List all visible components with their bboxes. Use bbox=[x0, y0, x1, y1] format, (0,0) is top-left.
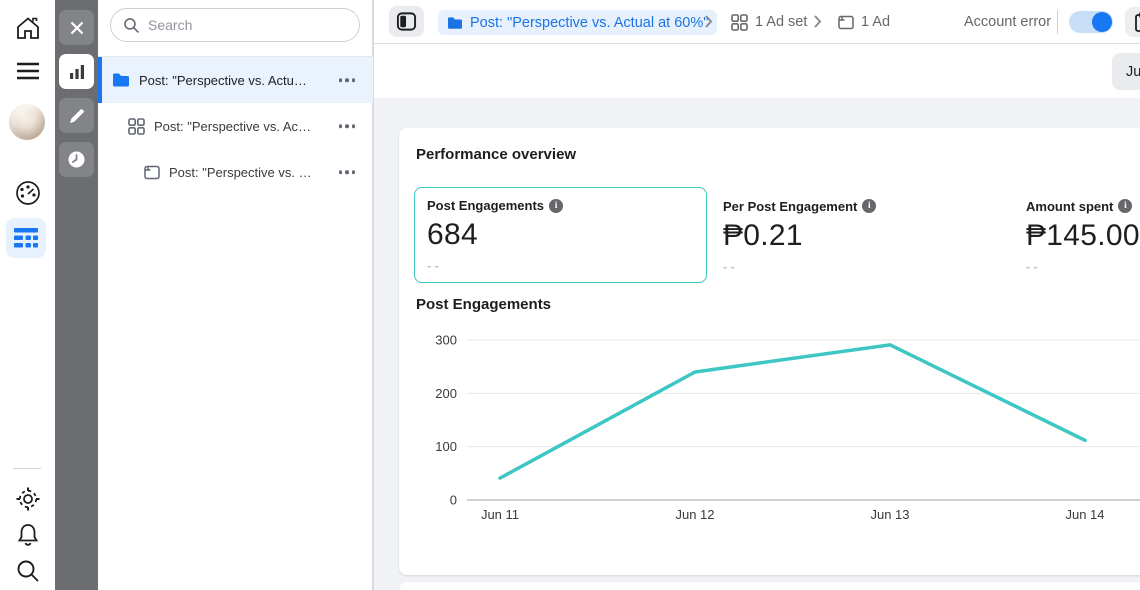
tree-item-label: Post: "Perspective vs. … bbox=[169, 164, 312, 180]
chart-view-button[interactable] bbox=[59, 54, 94, 89]
info-icon[interactable]: i bbox=[1118, 199, 1133, 213]
metric-delta: -- bbox=[427, 258, 442, 273]
chart-title: Post Engagements bbox=[416, 296, 552, 313]
tree-item-label: Post: "Perspective vs. Ac… bbox=[154, 118, 312, 134]
rail-divider bbox=[13, 468, 41, 469]
chevron-right-icon bbox=[705, 15, 713, 28]
more-options-button[interactable] bbox=[335, 120, 360, 132]
svg-text:0: 0 bbox=[450, 493, 457, 508]
info-icon[interactable]: i bbox=[862, 199, 877, 213]
meter-icon[interactable] bbox=[0, 179, 55, 207]
breadcrumb-adset-label: 1 Ad set bbox=[755, 14, 808, 30]
tree-list: Post: "Perspective vs. Actu… Post: "Pers… bbox=[98, 56, 373, 195]
search-icon bbox=[124, 17, 140, 33]
date-range-label: Ju bbox=[1126, 63, 1140, 80]
metric-per-post-engagement[interactable]: Per Post Engagement i ₱0.21 -- bbox=[723, 187, 877, 274]
campaign-tree-panel: Post: "Perspective vs. Actu… Post: "Pers… bbox=[98, 0, 373, 590]
history-icon bbox=[68, 151, 85, 168]
more-options-button[interactable] bbox=[335, 74, 360, 86]
side-toolbar bbox=[55, 0, 98, 590]
ad-icon bbox=[144, 165, 160, 179]
card-title: Performance overview bbox=[416, 146, 577, 163]
folder-icon bbox=[448, 16, 462, 29]
more-options-button[interactable] bbox=[335, 166, 360, 178]
metric-value: ₱0.21 bbox=[723, 218, 803, 252]
profile-avatar[interactable] bbox=[9, 104, 45, 140]
topbar-divider bbox=[1057, 10, 1058, 34]
collapse-panel-button[interactable] bbox=[389, 6, 424, 37]
ad-set-icon bbox=[731, 13, 748, 31]
metric-post-engagements[interactable]: Post Engagements i 684 -- bbox=[414, 187, 707, 283]
menu-icon[interactable] bbox=[0, 60, 55, 82]
svg-text:Jun 14: Jun 14 bbox=[1065, 507, 1104, 522]
notifications-icon[interactable] bbox=[0, 522, 55, 548]
metric-label: Amount spent bbox=[1026, 198, 1114, 214]
metric-delta: -- bbox=[1026, 258, 1041, 274]
bar-chart-icon bbox=[69, 64, 84, 79]
metric-amount-spent[interactable]: Amount spent i ₱145.00 -- bbox=[1026, 187, 1140, 274]
performance-overview-card: Performance overview Post Engagements i … bbox=[399, 128, 1140, 575]
tree-item-adset[interactable]: Post: "Perspective vs. Ac… bbox=[98, 103, 373, 149]
toggle-knob bbox=[1092, 12, 1112, 32]
breadcrumb-campaign[interactable]: Post: "Perspective vs. Actual at 60%" bbox=[438, 10, 718, 35]
history-button[interactable] bbox=[59, 142, 94, 177]
panel-toggle-icon bbox=[396, 12, 417, 31]
settings-icon[interactable] bbox=[0, 486, 55, 512]
breadcrumb-bar: Post: "Perspective vs. Actual at 60%" 1 … bbox=[374, 0, 1140, 44]
metric-label: Per Post Engagement bbox=[723, 198, 858, 214]
metric-value: ₱145.00 bbox=[1026, 218, 1140, 252]
svg-text:300: 300 bbox=[435, 333, 457, 348]
tree-item-label: Post: "Perspective vs. Actu… bbox=[139, 72, 307, 88]
svg-text:Jun 12: Jun 12 bbox=[675, 507, 714, 522]
metric-label: Post Engagements bbox=[427, 198, 545, 213]
svg-text:200: 200 bbox=[435, 386, 457, 401]
ads-manager-icon[interactable] bbox=[6, 218, 46, 258]
metric-delta: -- bbox=[723, 258, 738, 274]
home-icon[interactable] bbox=[0, 14, 55, 42]
selected-indicator bbox=[98, 57, 102, 103]
chevron-right-icon bbox=[814, 15, 822, 28]
engagements-line-chart: 0 100 200 300 Jun 11 Jun 12 Jun 13 Jun 14 bbox=[435, 333, 1140, 522]
app-rail bbox=[0, 0, 55, 590]
breadcrumb-adset[interactable]: 1 Ad set bbox=[731, 0, 807, 44]
close-button[interactable] bbox=[59, 10, 94, 45]
edit-button[interactable] bbox=[59, 98, 94, 133]
info-icon[interactable]: i bbox=[549, 198, 564, 213]
account-error-toggle[interactable] bbox=[1069, 11, 1113, 33]
breadcrumb-ad[interactable]: 1 Ad bbox=[838, 0, 890, 44]
svg-text:100: 100 bbox=[435, 439, 457, 454]
search-icon[interactable] bbox=[0, 558, 55, 584]
edit-icon bbox=[69, 108, 84, 123]
folder-icon bbox=[113, 73, 129, 87]
breadcrumb-ad-label: 1 Ad bbox=[861, 14, 891, 30]
main-area: Post: "Perspective vs. Actual at 60%" 1 … bbox=[373, 0, 1140, 590]
date-range-button[interactable]: Ju bbox=[1112, 53, 1140, 90]
metric-value: 684 bbox=[427, 218, 478, 251]
filter-strip: Ju bbox=[374, 44, 1140, 98]
ad-icon bbox=[838, 15, 854, 29]
next-card-partial bbox=[399, 582, 1140, 590]
svg-text:Jun 11: Jun 11 bbox=[481, 507, 519, 522]
close-icon bbox=[70, 21, 83, 34]
search-box[interactable] bbox=[110, 8, 360, 42]
tree-item-ad[interactable]: Post: "Perspective vs. … bbox=[98, 149, 373, 195]
clipboard-icon bbox=[1135, 12, 1140, 32]
ad-set-icon bbox=[128, 117, 145, 135]
search-input[interactable] bbox=[148, 17, 338, 33]
clipboard-button[interactable] bbox=[1125, 7, 1140, 37]
tree-item-campaign[interactable]: Post: "Perspective vs. Actu… bbox=[98, 57, 373, 103]
breadcrumb-campaign-label: Post: "Perspective vs. Actual at 60%" bbox=[470, 14, 709, 31]
svg-text:Jun 13: Jun 13 bbox=[870, 507, 909, 522]
account-error-label: Account error bbox=[964, 14, 1052, 30]
